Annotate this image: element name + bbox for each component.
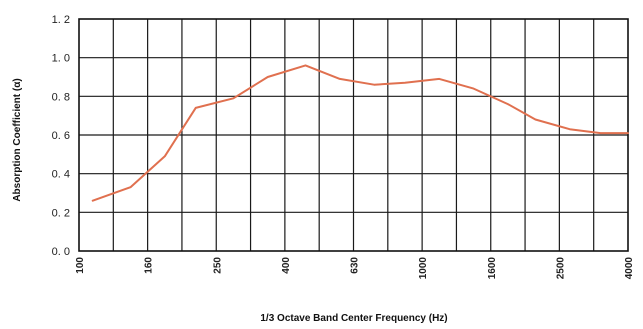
y-tick-label: 1. 2: [52, 14, 70, 26]
x-tick-label: 100: [75, 257, 86, 274]
y-tick-label: 1. 0: [52, 53, 70, 65]
grid: [79, 19, 628, 251]
x-tick-label: 630: [350, 257, 361, 274]
y-tick-label: 0. 2: [52, 207, 70, 219]
x-tick-label: 250: [212, 257, 223, 274]
x-tick-labels: 100 160 250 400 630 1000 1600 2500 4000: [75, 257, 635, 280]
x-tick-label: 400: [281, 257, 292, 274]
plot-frame: [78, 18, 629, 252]
y-tick-label: 0. 6: [52, 130, 70, 142]
y-tick-label: 0. 0: [52, 246, 70, 258]
y-axis-label: Absorption Coefficient (α): [12, 78, 23, 201]
x-tick-label: 2500: [555, 257, 566, 280]
y-tick-label: 0. 4: [52, 169, 70, 181]
x-tick-label: 1000: [418, 257, 429, 280]
series-line: [91, 64, 629, 202]
y-tick-label: 0. 8: [52, 91, 70, 103]
x-tick-label: 1600: [487, 257, 498, 280]
x-tick-label: 160: [144, 257, 155, 274]
y-tick-labels: 0. 0 0. 2 0. 4 0. 6 0. 8 1. 0 1. 2: [52, 14, 70, 258]
x-tick-label: 4000: [624, 257, 635, 280]
x-axis-label: 1/3 Octave Band Center Frequency (Hz): [260, 313, 447, 324]
